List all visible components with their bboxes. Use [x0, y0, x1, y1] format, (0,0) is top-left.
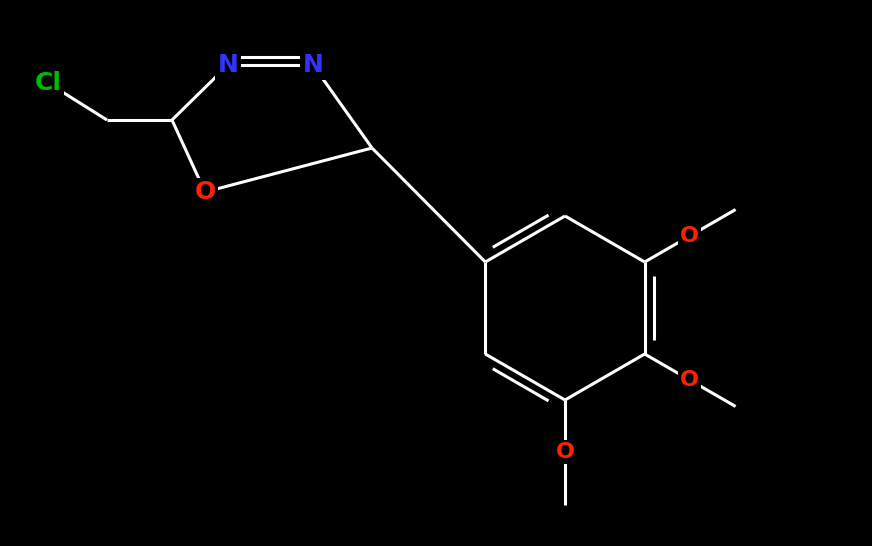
Text: O: O [555, 442, 575, 462]
Text: O: O [194, 180, 215, 204]
Text: Cl: Cl [35, 71, 62, 95]
Text: O: O [680, 226, 699, 246]
Text: N: N [217, 53, 238, 77]
Text: N: N [303, 53, 324, 77]
Text: O: O [680, 370, 699, 390]
